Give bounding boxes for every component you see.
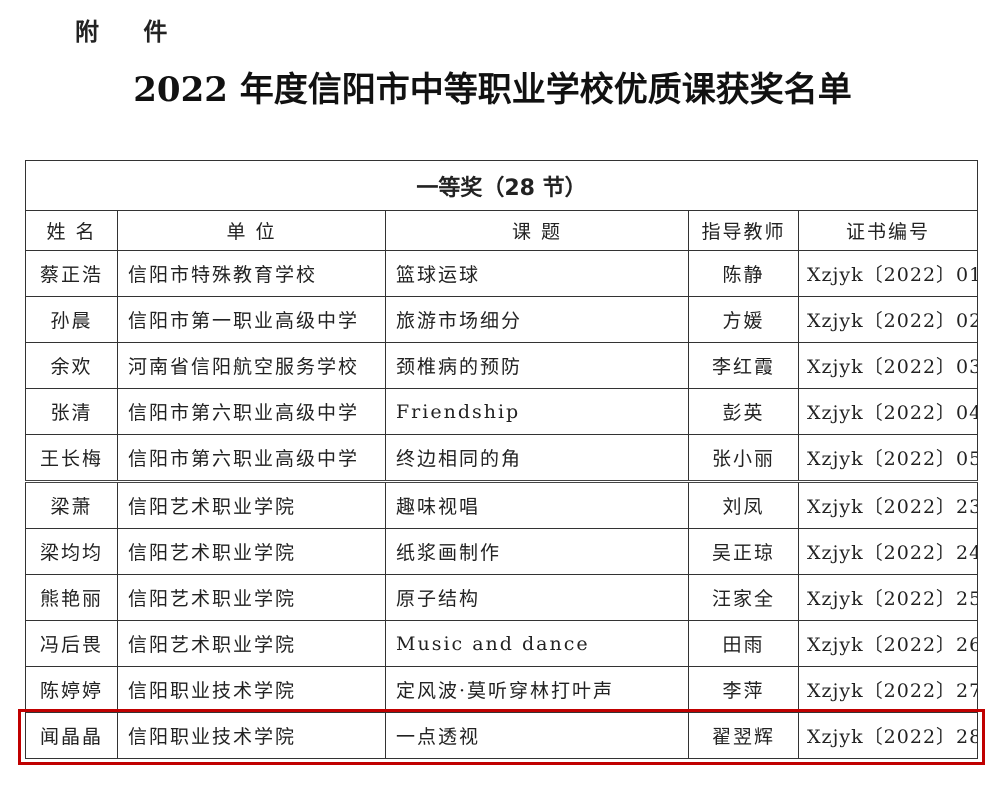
cell-unit: 信阳市第一职业高级中学 <box>117 296 386 343</box>
cell-certificate: Xzjyk〔2022〕27 <box>797 666 979 713</box>
table-row: 孙晨 信阳市第一职业高级中学 旅游市场细分 方媛 Xzjyk〔2022〕02 <box>25 296 979 343</box>
table-row: 蔡正浩 信阳市特殊教育学校 篮球运球 陈静 Xzjyk〔2022〕01 <box>25 250 979 297</box>
table-row: 王长梅 信阳市第六职业高级中学 终边相同的角 张小丽 Xzjyk〔2022〕05 <box>25 434 979 482</box>
cell-unit: 信阳市第六职业高级中学 <box>117 388 386 435</box>
cell-advisor: 汪家全 <box>688 574 799 621</box>
cell-unit: 河南省信阳航空服务学校 <box>117 342 386 389</box>
cell-certificate: Xzjyk〔2022〕05 <box>797 434 979 482</box>
cell-topic: 一点透视 <box>385 712 689 759</box>
cell-unit: 信阳艺术职业学院 <box>117 574 386 621</box>
cell-name: 梁均均 <box>25 528 118 575</box>
cell-name: 孙晨 <box>25 296 118 343</box>
cell-name: 闻晶晶 <box>25 712 118 759</box>
cell-certificate: Xzjyk〔2022〕02 <box>797 296 979 343</box>
cell-advisor: 吴正琼 <box>688 528 799 575</box>
cell-unit: 信阳市第六职业高级中学 <box>117 434 386 482</box>
cell-advisor: 田雨 <box>688 620 799 667</box>
cell-name: 张清 <box>25 388 118 435</box>
cell-name: 冯后畏 <box>25 620 118 667</box>
cell-certificate: Xzjyk〔2022〕25 <box>797 574 979 621</box>
cell-advisor: 李红霞 <box>688 342 799 389</box>
cell-topic: 颈椎病的预防 <box>385 342 689 389</box>
award-table: 一等奖（28 节） 姓 名 单 位 课 题 指导教师 证书编号 蔡正浩 信阳市特殊… <box>24 160 979 759</box>
cell-certificate: Xzjyk〔2022〕01 <box>797 250 979 297</box>
table-row: 熊艳丽 信阳艺术职业学院 原子结构 汪家全 Xzjyk〔2022〕25 <box>25 574 979 621</box>
cell-unit: 信阳艺术职业学院 <box>117 528 386 575</box>
cell-advisor: 刘凤 <box>688 480 799 529</box>
cell-advisor: 彭英 <box>688 388 799 435</box>
cell-certificate: Xzjyk〔2022〕28 <box>797 712 979 759</box>
cell-topic: 纸浆画制作 <box>385 528 689 575</box>
column-header-unit: 单 位 <box>117 210 386 251</box>
cell-topic: 旅游市场细分 <box>385 296 689 343</box>
column-header-certificate: 证书编号 <box>797 210 979 251</box>
cell-advisor: 李萍 <box>688 666 799 713</box>
cell-topic: 原子结构 <box>385 574 689 621</box>
cell-topic: Music and dance <box>385 620 689 667</box>
table-row: 梁均均 信阳艺术职业学院 纸浆画制作 吴正琼 Xzjyk〔2022〕24 <box>25 528 979 575</box>
cell-name: 王长梅 <box>25 434 118 482</box>
cell-name: 熊艳丽 <box>25 574 118 621</box>
table-row: 闻晶晶 信阳职业技术学院 一点透视 翟翌辉 Xzjyk〔2022〕28 <box>25 712 979 759</box>
cell-name: 蔡正浩 <box>25 250 118 297</box>
cell-topic: Friendship <box>385 388 689 435</box>
cell-advisor: 张小丽 <box>688 434 799 482</box>
column-header-advisor: 指导教师 <box>688 210 799 251</box>
cell-unit: 信阳职业技术学院 <box>117 666 386 713</box>
cell-unit: 信阳艺术职业学院 <box>117 620 386 667</box>
cell-advisor: 方媛 <box>688 296 799 343</box>
table-row: 张清 信阳市第六职业高级中学 Friendship 彭英 Xzjyk〔2022〕04 <box>25 388 979 435</box>
table-header-row: 姓 名 单 位 课 题 指导教师 证书编号 <box>25 210 979 251</box>
cell-unit: 信阳职业技术学院 <box>117 712 386 759</box>
cell-topic: 趣味视唱 <box>385 480 689 529</box>
attachment-label: 附 件 <box>75 18 186 46</box>
cell-name: 梁萧 <box>25 480 118 529</box>
document-title: 2022 年度信阳市中等职业学校优质课获奖名单 <box>133 70 852 110</box>
cell-name: 余欢 <box>25 342 118 389</box>
cell-advisor: 陈静 <box>688 250 799 297</box>
table-row: 陈婷婷 信阳职业技术学院 定风波·莫听穿林打叶声 李萍 Xzjyk〔2022〕27 <box>25 666 979 713</box>
table-caption: 一等奖（28 节） <box>24 160 979 211</box>
cell-certificate: Xzjyk〔2022〕03 <box>797 342 979 389</box>
cell-topic: 终边相同的角 <box>385 434 689 482</box>
table-row: 余欢 河南省信阳航空服务学校 颈椎病的预防 李红霞 Xzjyk〔2022〕03 <box>25 342 979 389</box>
column-header-topic: 课 题 <box>385 210 689 251</box>
column-header-name: 姓 名 <box>25 210 118 251</box>
cell-certificate: Xzjyk〔2022〕24 <box>797 528 979 575</box>
cell-topic: 篮球运球 <box>385 250 689 297</box>
table-row: 梁萧 信阳艺术职业学院 趣味视唱 刘凤 Xzjyk〔2022〕23 <box>25 480 979 529</box>
cell-unit: 信阳市特殊教育学校 <box>117 250 386 297</box>
cell-name: 陈婷婷 <box>25 666 118 713</box>
cell-advisor: 翟翌辉 <box>688 712 799 759</box>
cell-topic: 定风波·莫听穿林打叶声 <box>385 666 689 713</box>
cell-certificate: Xzjyk〔2022〕04 <box>797 388 979 435</box>
table-row: 冯后畏 信阳艺术职业学院 Music and dance 田雨 Xzjyk〔2022〕2… <box>25 620 979 667</box>
cell-unit: 信阳艺术职业学院 <box>117 480 386 529</box>
cell-certificate: Xzjyk〔2022〕23 <box>797 480 979 529</box>
cell-certificate: Xzjyk〔2022〕26 <box>797 620 979 667</box>
